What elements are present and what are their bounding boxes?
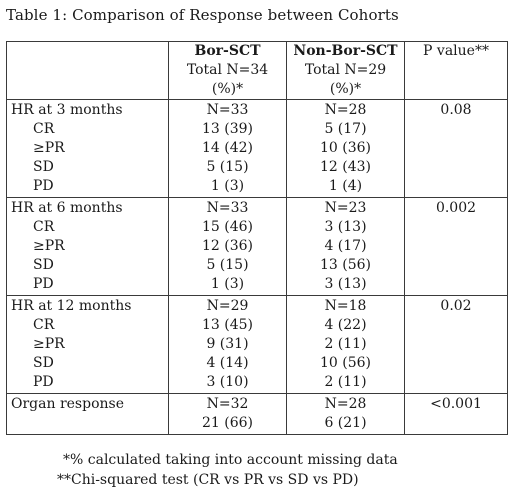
non-bor-sct-value: 5 (17) xyxy=(324,121,367,137)
response-category: ≥PR xyxy=(33,238,65,254)
bor-sct-pct: (%)* xyxy=(211,81,244,97)
non-bor-sct-title: Non-Bor-SCT xyxy=(293,43,398,59)
group-label-cell: HR at 3 months CR ≥PR SD PD xyxy=(6,99,169,198)
bor-sct-value: 13 (45) xyxy=(201,317,253,333)
bor-sct-value: 12 (36) xyxy=(201,238,253,254)
bor-sct-value: 5 (15) xyxy=(206,159,249,175)
p-value: 0.002 xyxy=(435,200,477,216)
group-label-cell: HR at 6 months CR ≥PR SD PD xyxy=(6,197,169,296)
response-comparison-table: Bor-SCT Total N=34 (%)* Non-Bor-SCT Tota… xyxy=(6,41,508,435)
non-bor-sct-value: 6 (21) xyxy=(324,415,367,431)
p-value-title: P value** xyxy=(423,43,489,59)
group-label: HR at 12 months xyxy=(11,298,132,314)
bor-sct-value: 21 (66) xyxy=(201,415,253,431)
non-bor-sct-value: 12 (43) xyxy=(319,159,371,175)
non-bor-sct-value: N=28 xyxy=(324,396,367,412)
table-body: HR at 3 months CR ≥PR SD PD N=33 13 (39) 14 (42… xyxy=(6,99,508,435)
bor-sct-value: 9 (31) xyxy=(206,336,249,352)
non-bor-sct-pct: (%)* xyxy=(329,81,362,97)
header-non-bor-sct: Non-Bor-SCT Total N=29 (%)* xyxy=(286,41,405,100)
header-p-value: P value** xyxy=(404,41,508,100)
group-row: HR at 12 months CR ≥PR SD PD N=29 13 (45) 9 (31… xyxy=(6,295,508,394)
bor-sct-value: N=33 xyxy=(206,102,249,118)
group-label: HR at 6 months xyxy=(11,200,123,216)
bor-sct-value: N=33 xyxy=(206,200,249,216)
non-bor-sct-cell: N=18 4 (22) 2 (11) 10 (56) 2 (11) xyxy=(286,295,405,394)
bor-sct-value: 5 (15) xyxy=(206,257,249,273)
response-category: ≥PR xyxy=(33,336,65,352)
header-bor-sct: Bor-SCT Total N=34 (%)* xyxy=(168,41,287,100)
non-bor-sct-value: 4 (22) xyxy=(324,317,367,333)
non-bor-sct-value: N=28 xyxy=(324,102,367,118)
bor-sct-value: 3 (10) xyxy=(206,374,249,390)
non-bor-sct-value: 13 (56) xyxy=(319,257,371,273)
bor-sct-value: N=32 xyxy=(206,396,249,412)
bor-sct-title: Bor-SCT xyxy=(194,43,261,59)
response-category: PD xyxy=(33,276,54,292)
non-bor-sct-value: N=18 xyxy=(324,298,367,314)
non-bor-sct-cell: N=23 3 (13) 4 (17) 13 (56) 3 (13) xyxy=(286,197,405,296)
header-empty-cell xyxy=(6,41,169,100)
response-category: ≥PR xyxy=(33,140,65,156)
non-bor-sct-value: 1 (4) xyxy=(328,178,363,194)
response-category: CR xyxy=(33,121,55,137)
bor-sct-value: 1 (3) xyxy=(210,276,245,292)
group-row: Organ response N=32 21 (66) N=28 6 (21) <0.00… xyxy=(6,393,508,435)
bor-sct-value: 15 (46) xyxy=(201,219,253,235)
bor-sct-cell: N=32 21 (66) xyxy=(168,393,287,435)
non-bor-sct-value: 3 (13) xyxy=(324,276,367,292)
response-category: PD xyxy=(33,374,54,390)
non-bor-sct-value: 3 (13) xyxy=(324,219,367,235)
bor-sct-value: 14 (42) xyxy=(201,140,253,156)
non-bor-sct-value: N=23 xyxy=(324,200,367,216)
non-bor-sct-value: 4 (17) xyxy=(324,238,367,254)
group-row: HR at 6 months CR ≥PR SD PD N=33 15 (46) 12 (36… xyxy=(6,197,508,296)
p-value: <0.001 xyxy=(430,396,482,412)
bor-sct-value: 1 (3) xyxy=(210,178,245,194)
p-value-cell: 0.08 xyxy=(404,99,508,198)
non-bor-sct-value: 10 (56) xyxy=(319,355,371,371)
bor-sct-cell: N=29 13 (45) 9 (31) 4 (14) 3 (10) xyxy=(168,295,287,394)
non-bor-sct-value: 10 (36) xyxy=(319,140,371,156)
footnote-chi-squared: **Chi-squared test (CR vs PR vs SD vs PD… xyxy=(57,472,359,488)
bor-sct-value: N=29 xyxy=(206,298,249,314)
group-row: HR at 3 months CR ≥PR SD PD N=33 13 (39) 14 (42… xyxy=(6,99,508,198)
non-bor-sct-total: Total N=29 xyxy=(304,62,387,78)
response-category: SD xyxy=(33,257,54,273)
footnote-missing-data: *% calculated taking into account missin… xyxy=(63,452,398,468)
p-value-cell: 0.02 xyxy=(404,295,508,394)
response-category: CR xyxy=(33,317,55,333)
response-category: CR xyxy=(33,219,55,235)
bor-sct-value: 4 (14) xyxy=(206,355,249,371)
bor-sct-value: 13 (39) xyxy=(201,121,253,137)
bor-sct-cell: N=33 13 (39) 14 (42) 5 (15) 1 (3) xyxy=(168,99,287,198)
bor-sct-cell: N=33 15 (46) 12 (36) 5 (15) 1 (3) xyxy=(168,197,287,296)
group-label: Organ response xyxy=(11,396,124,412)
non-bor-sct-cell: N=28 6 (21) xyxy=(286,393,405,435)
response-category: SD xyxy=(33,355,54,371)
p-value-cell: 0.002 xyxy=(404,197,508,296)
p-value-cell: <0.001 xyxy=(404,393,508,435)
p-value: 0.02 xyxy=(440,298,472,314)
non-bor-sct-value: 2 (11) xyxy=(324,336,367,352)
group-label-cell: HR at 12 months CR ≥PR SD PD xyxy=(6,295,169,394)
header-row: Bor-SCT Total N=34 (%)* Non-Bor-SCT Tota… xyxy=(6,41,508,100)
response-category: SD xyxy=(33,159,54,175)
group-label: HR at 3 months xyxy=(11,102,123,118)
bor-sct-total: Total N=34 xyxy=(186,62,269,78)
response-category: PD xyxy=(33,178,54,194)
response-category xyxy=(11,414,164,433)
table-caption: Table 1: Comparison of Response between … xyxy=(6,6,399,24)
non-bor-sct-cell: N=28 5 (17) 10 (36) 12 (43) 1 (4) xyxy=(286,99,405,198)
non-bor-sct-value: 2 (11) xyxy=(324,374,367,390)
group-label-cell: Organ response xyxy=(6,393,169,435)
p-value: 0.08 xyxy=(440,102,472,118)
